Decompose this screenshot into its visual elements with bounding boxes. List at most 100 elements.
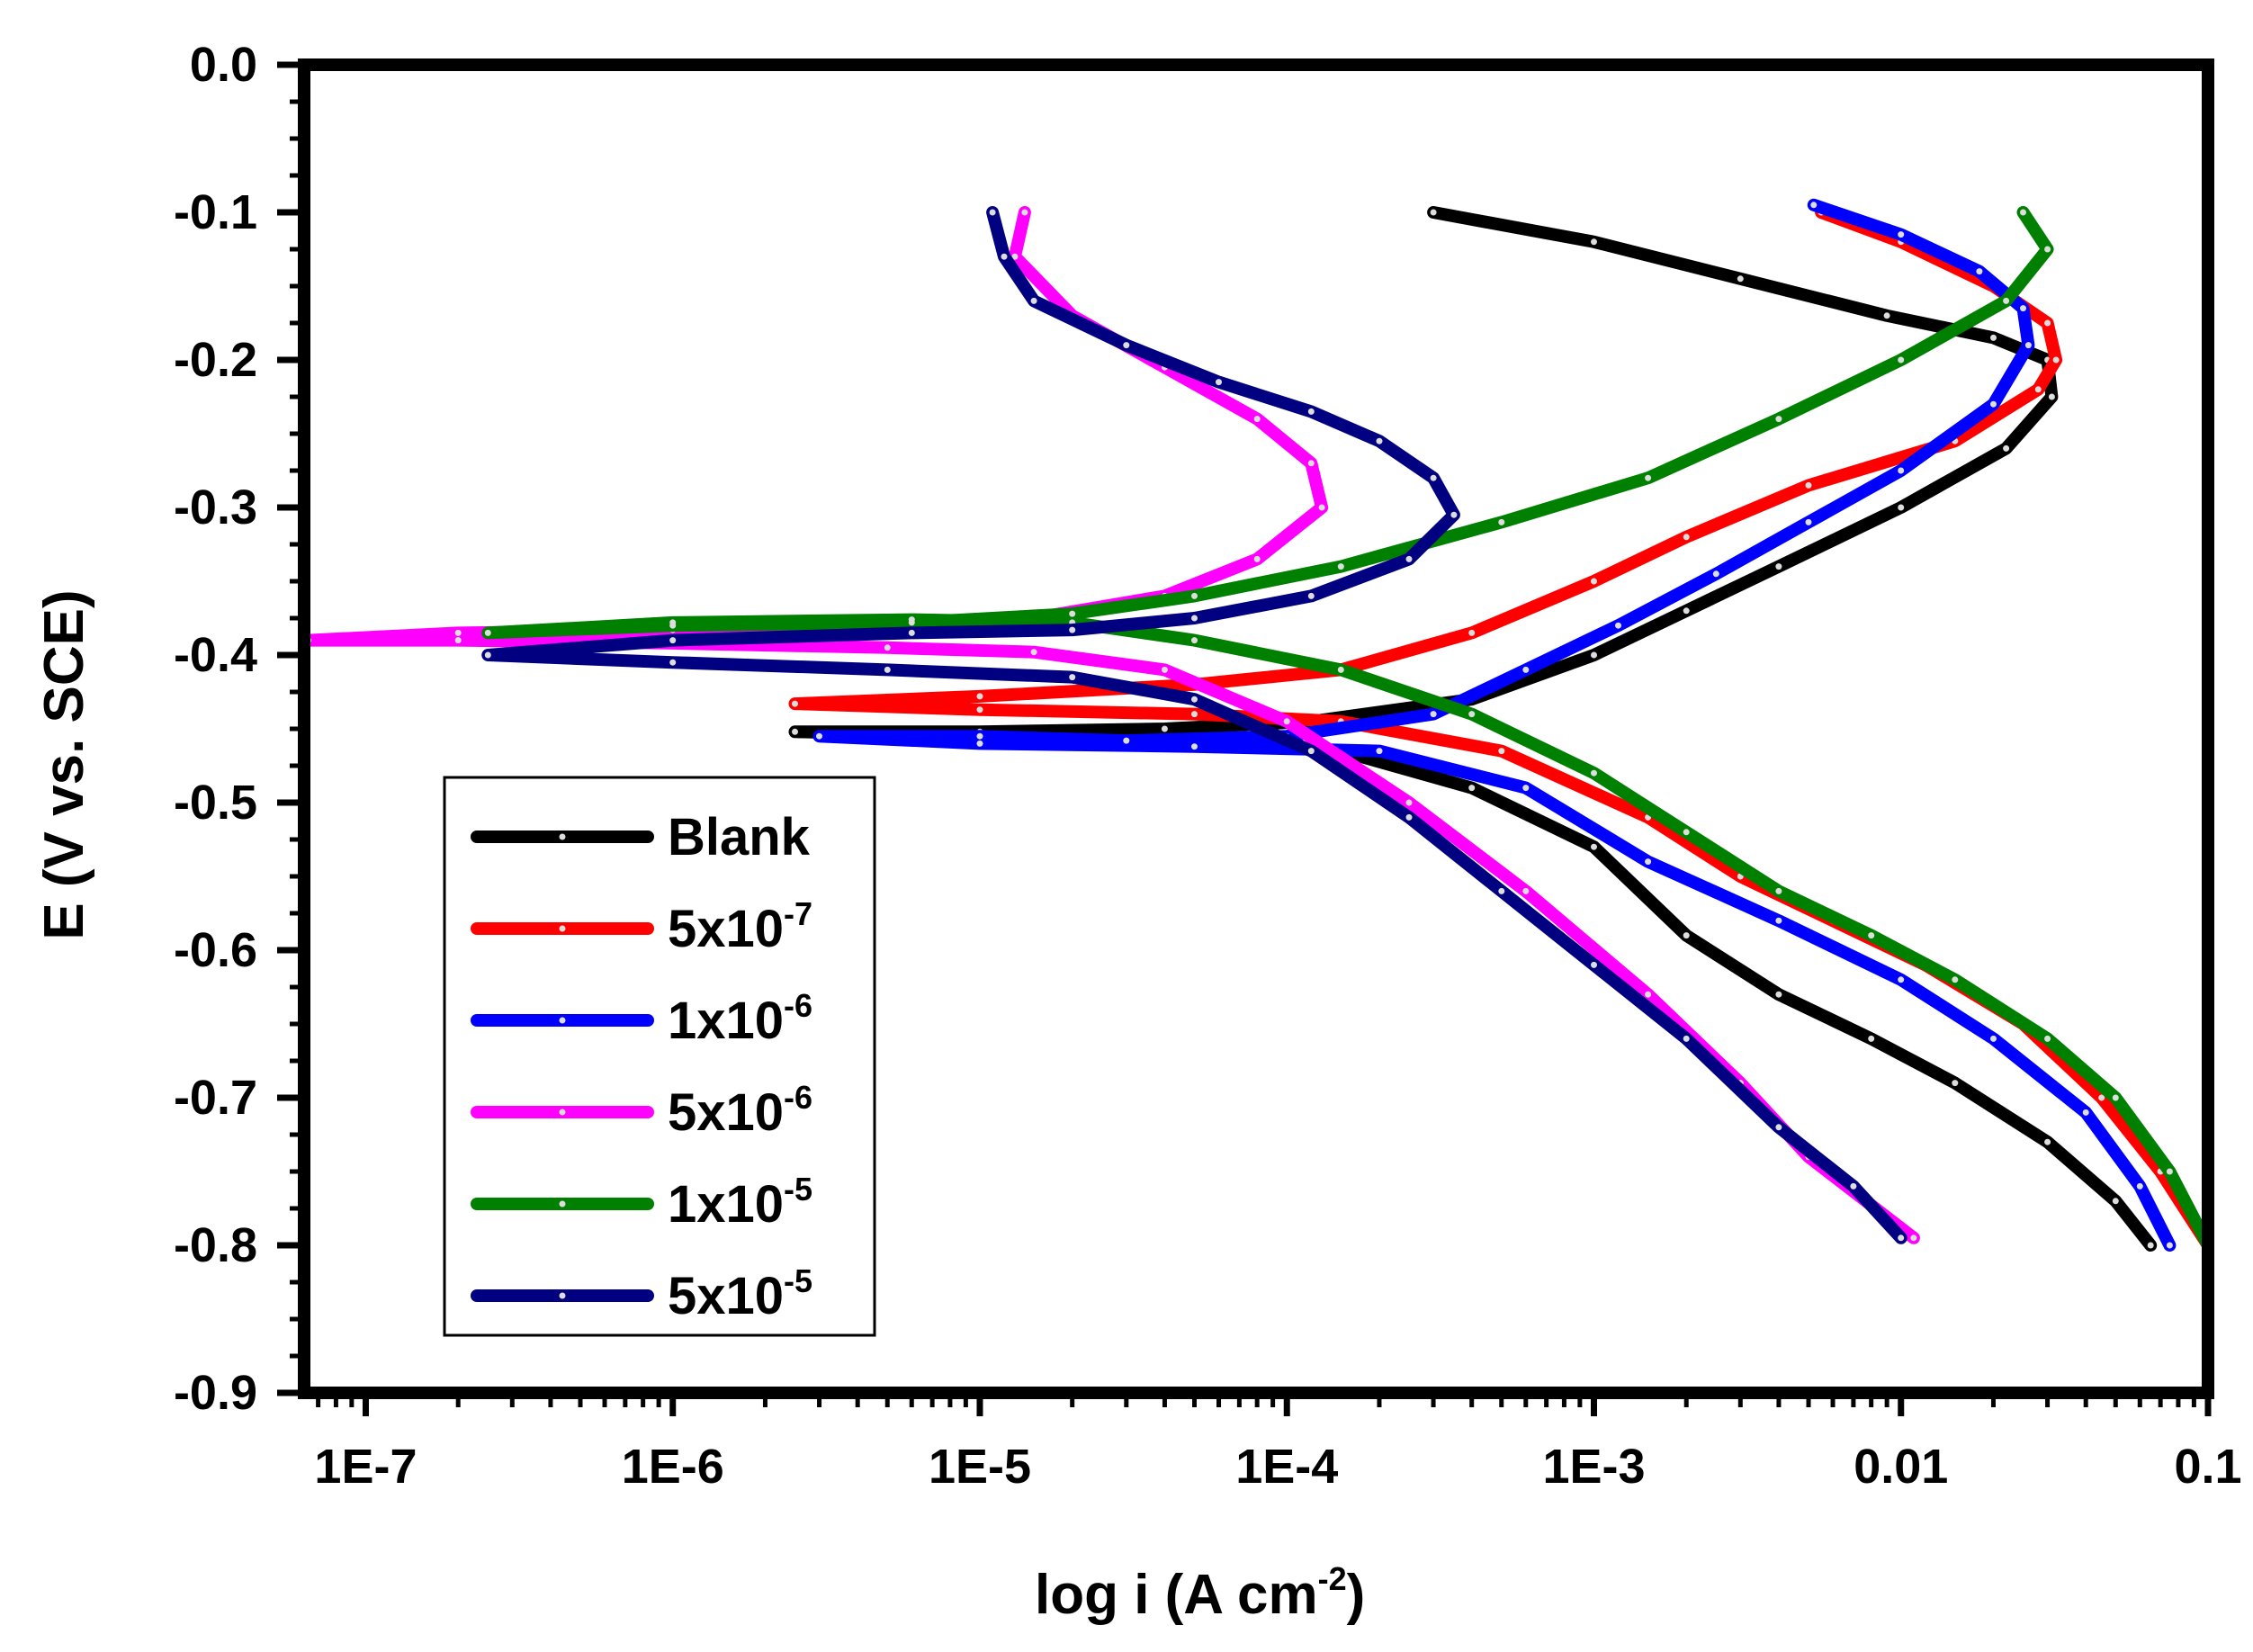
data-point bbox=[1191, 592, 1198, 599]
data-point bbox=[1069, 610, 1076, 617]
data-point bbox=[792, 728, 798, 735]
data-point bbox=[1030, 649, 1037, 656]
data-point bbox=[669, 619, 677, 626]
y-tick-label: -0.8 bbox=[174, 1218, 257, 1272]
legend-marker bbox=[559, 1017, 566, 1024]
y-tick-label: -0.9 bbox=[174, 1366, 257, 1420]
data-point bbox=[2166, 1242, 2173, 1249]
data-point bbox=[1775, 917, 1782, 924]
y-axis-title: E (V vs. SCE) bbox=[33, 589, 95, 939]
legend-item: 1x10-5 bbox=[471, 1171, 812, 1234]
data-point bbox=[1683, 829, 1690, 836]
x-axis-title-sup: -2 bbox=[1318, 1560, 1347, 1597]
data-point bbox=[1337, 563, 1344, 570]
y-axis: 0.0 -0.1 -0.2 -0.3 -0.4 -0.5 -0.6 -0.7 -0.8 -0.9 bbox=[174, 38, 304, 1420]
data-point bbox=[1253, 555, 1261, 562]
data-point bbox=[2112, 1198, 2119, 1205]
data-point bbox=[1868, 1035, 1875, 1042]
data-point bbox=[669, 659, 677, 666]
series-line bbox=[481, 206, 1907, 1244]
data-point bbox=[2136, 1182, 2143, 1190]
data-point bbox=[1883, 312, 1890, 319]
x-tick-label: 1E-7 bbox=[314, 1440, 417, 1494]
data-point bbox=[1591, 769, 1597, 777]
data-point bbox=[2044, 1138, 2051, 1145]
data-point bbox=[1468, 785, 1476, 792]
data-point bbox=[1952, 1080, 1959, 1087]
x-axis: 1E-7 1E-6 1E-5 1E-4 1E-3 0.01 0.1 bbox=[314, 1393, 2242, 1494]
data-point bbox=[1069, 626, 1076, 633]
data-point bbox=[2048, 393, 2055, 400]
data-point bbox=[1450, 511, 1458, 518]
legend-marker bbox=[559, 833, 566, 840]
data-point bbox=[2112, 1094, 2119, 1101]
data-point bbox=[1683, 932, 1690, 939]
data-point bbox=[1318, 504, 1325, 511]
data-point bbox=[1123, 342, 1130, 349]
data-point bbox=[1468, 711, 1476, 718]
data-point bbox=[1216, 379, 1222, 386]
legend-label: 1x10-6 bbox=[668, 987, 812, 1050]
legend-label: 5x10-5 bbox=[668, 1262, 812, 1325]
data-point bbox=[1253, 416, 1261, 423]
data-point bbox=[1021, 209, 1028, 216]
data-point bbox=[1683, 607, 1690, 615]
data-point bbox=[2034, 386, 2042, 393]
data-point bbox=[1498, 748, 1505, 755]
data-point bbox=[2052, 356, 2060, 364]
series-1 bbox=[788, 206, 2158, 1252]
y-tick-label: -0.6 bbox=[174, 923, 257, 977]
data-point bbox=[1645, 991, 1652, 998]
legend-label: Blank bbox=[668, 808, 811, 866]
data-point bbox=[1898, 976, 1905, 983]
data-point bbox=[1591, 651, 1597, 659]
data-point bbox=[2003, 444, 2010, 452]
data-point bbox=[1069, 674, 1076, 681]
x-axis-title-main: log i (A cm bbox=[1035, 1564, 1318, 1626]
data-point bbox=[2024, 342, 2032, 349]
data-point bbox=[1898, 1235, 1905, 1242]
data-point bbox=[1191, 696, 1198, 703]
data-point bbox=[2020, 209, 2026, 216]
data-point bbox=[1405, 813, 1413, 821]
y-tick-label: -0.4 bbox=[174, 628, 257, 682]
data-point bbox=[454, 629, 462, 636]
data-point bbox=[1405, 555, 1413, 562]
legend-item: 5x10-6 bbox=[471, 1079, 812, 1142]
data-point bbox=[1498, 518, 1505, 525]
data-point bbox=[1645, 474, 1652, 481]
data-point bbox=[2044, 319, 2051, 327]
data-point bbox=[1990, 400, 1997, 408]
data-point bbox=[2166, 1168, 2173, 1175]
legend-item: 5x10-5 bbox=[471, 1262, 812, 1325]
x-tick-label: 1E-6 bbox=[622, 1440, 724, 1494]
data-point bbox=[1805, 481, 1812, 489]
legend-marker bbox=[559, 925, 566, 932]
data-point bbox=[1161, 666, 1168, 673]
legend-label: 5x10-7 bbox=[668, 895, 812, 958]
data-point bbox=[1898, 467, 1905, 474]
legend-label: 5x10-6 bbox=[668, 1079, 812, 1142]
data-point bbox=[1712, 570, 1719, 578]
series-6 bbox=[481, 206, 1907, 1244]
data-point bbox=[1591, 578, 1597, 585]
data-point bbox=[1430, 209, 1437, 216]
y-tick-label: 0.0 bbox=[190, 38, 257, 92]
data-point bbox=[1990, 1035, 1997, 1042]
legend-item: Blank bbox=[471, 808, 811, 866]
data-point bbox=[1283, 718, 1290, 725]
data-point bbox=[1775, 991, 1782, 998]
data-point bbox=[2044, 246, 2051, 253]
data-point bbox=[1898, 504, 1905, 511]
data-point bbox=[1522, 887, 1530, 894]
data-point bbox=[908, 629, 915, 636]
data-point bbox=[2098, 1094, 2105, 1101]
data-point bbox=[1307, 592, 1315, 599]
legend-item: 5x10-7 bbox=[471, 895, 812, 958]
data-point bbox=[1775, 1124, 1782, 1131]
data-point bbox=[976, 706, 983, 714]
data-point bbox=[816, 732, 822, 740]
data-point bbox=[908, 616, 915, 624]
data-point bbox=[1430, 711, 1437, 718]
